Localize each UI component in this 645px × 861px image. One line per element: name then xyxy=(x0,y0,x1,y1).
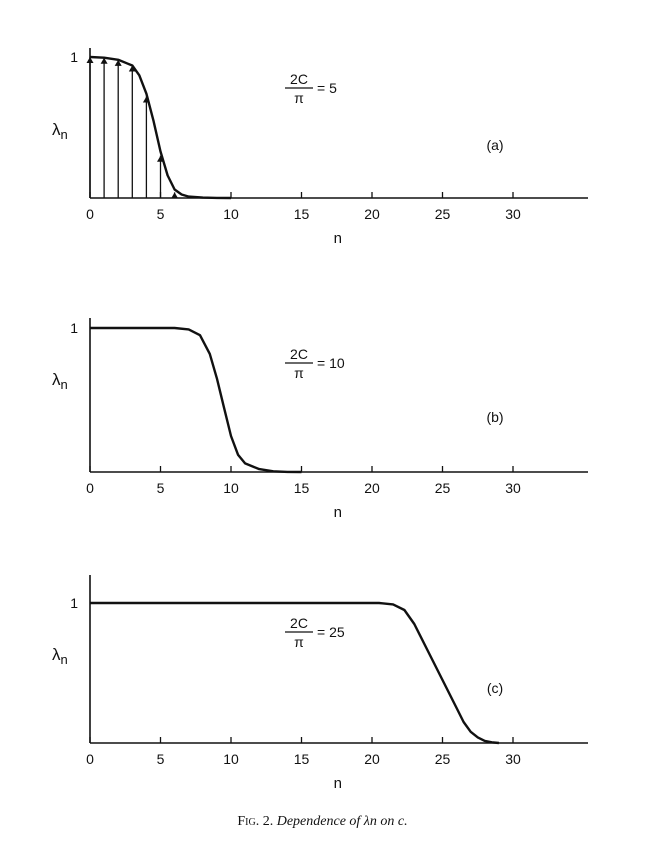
x-tick-label: 30 xyxy=(505,751,521,767)
series-line xyxy=(90,601,500,745)
x-tick-label: 15 xyxy=(294,206,310,222)
x-tick-label: 20 xyxy=(364,751,380,767)
x-tick-label: 5 xyxy=(157,206,165,222)
series-line xyxy=(90,326,302,474)
panel-a: 0 5 10 15 20 25 30 1 λn n 2C π = 5 (a) xyxy=(52,48,588,247)
x-axis-label: n xyxy=(334,230,342,247)
x-tick-label: 0 xyxy=(86,480,94,496)
x-tick-label: 25 xyxy=(435,206,451,222)
x-tick-label: 15 xyxy=(294,480,310,496)
annotation-value: = 25 xyxy=(317,624,345,640)
x-tick-label: 15 xyxy=(294,751,310,767)
x-tick-label: 25 xyxy=(435,480,451,496)
caption-prefix: Fig. 2. xyxy=(237,814,274,829)
annotation-numerator: 2C xyxy=(290,71,308,87)
panel-label: (c) xyxy=(487,680,503,696)
x-tick-label: 5 xyxy=(157,480,165,496)
panel-label: (a) xyxy=(486,137,503,153)
x-axis-label: n xyxy=(334,504,342,521)
x-tick-label: 30 xyxy=(505,480,521,496)
figure-caption: Fig. 2. Dependence of λn on c. xyxy=(0,814,645,830)
stem-arrow xyxy=(86,57,94,63)
annotation-value: = 5 xyxy=(317,80,337,96)
x-tick-label: 30 xyxy=(505,206,521,222)
x-tick-label: 10 xyxy=(223,751,239,767)
x-tick-label: 0 xyxy=(86,206,94,222)
x-tick-label: 0 xyxy=(86,751,94,767)
panel-b: 0 5 10 15 20 25 30 1 λn n 2C π = 10 (b) xyxy=(52,318,588,521)
y-axis-label: λn xyxy=(52,370,68,392)
panel-label: (b) xyxy=(486,409,503,425)
x-tick-label: 20 xyxy=(364,480,380,496)
y-axis-label: λn xyxy=(52,645,68,667)
panel-c: 0 5 10 15 20 25 30 1 λn n 2C π = 25 (c) xyxy=(52,575,588,792)
annotation-numerator: 2C xyxy=(290,615,308,631)
annotation-denominator: π xyxy=(294,90,304,106)
y-tick-label: 1 xyxy=(70,320,78,336)
y-tick-label: 1 xyxy=(70,49,78,65)
x-tick-label: 25 xyxy=(435,751,451,767)
series-line xyxy=(89,55,232,200)
caption-title: Dependence of λn on c. xyxy=(276,814,408,829)
x-axis-label: n xyxy=(334,775,342,792)
stem-arrow xyxy=(114,59,122,66)
x-tick-label: 10 xyxy=(223,480,239,496)
x-tick-label: 20 xyxy=(364,206,380,222)
annotation-denominator: π xyxy=(294,634,304,650)
x-tick-label: 10 xyxy=(223,206,239,222)
annotation-denominator: π xyxy=(294,365,304,381)
x-tick-label: 5 xyxy=(157,751,165,767)
annotation-value: = 10 xyxy=(317,355,345,371)
y-tick-label: 1 xyxy=(70,595,78,611)
y-axis-label: λn xyxy=(52,120,68,142)
stem-arrow xyxy=(171,192,179,199)
annotation-numerator: 2C xyxy=(290,346,308,362)
stem-arrow xyxy=(100,57,108,64)
